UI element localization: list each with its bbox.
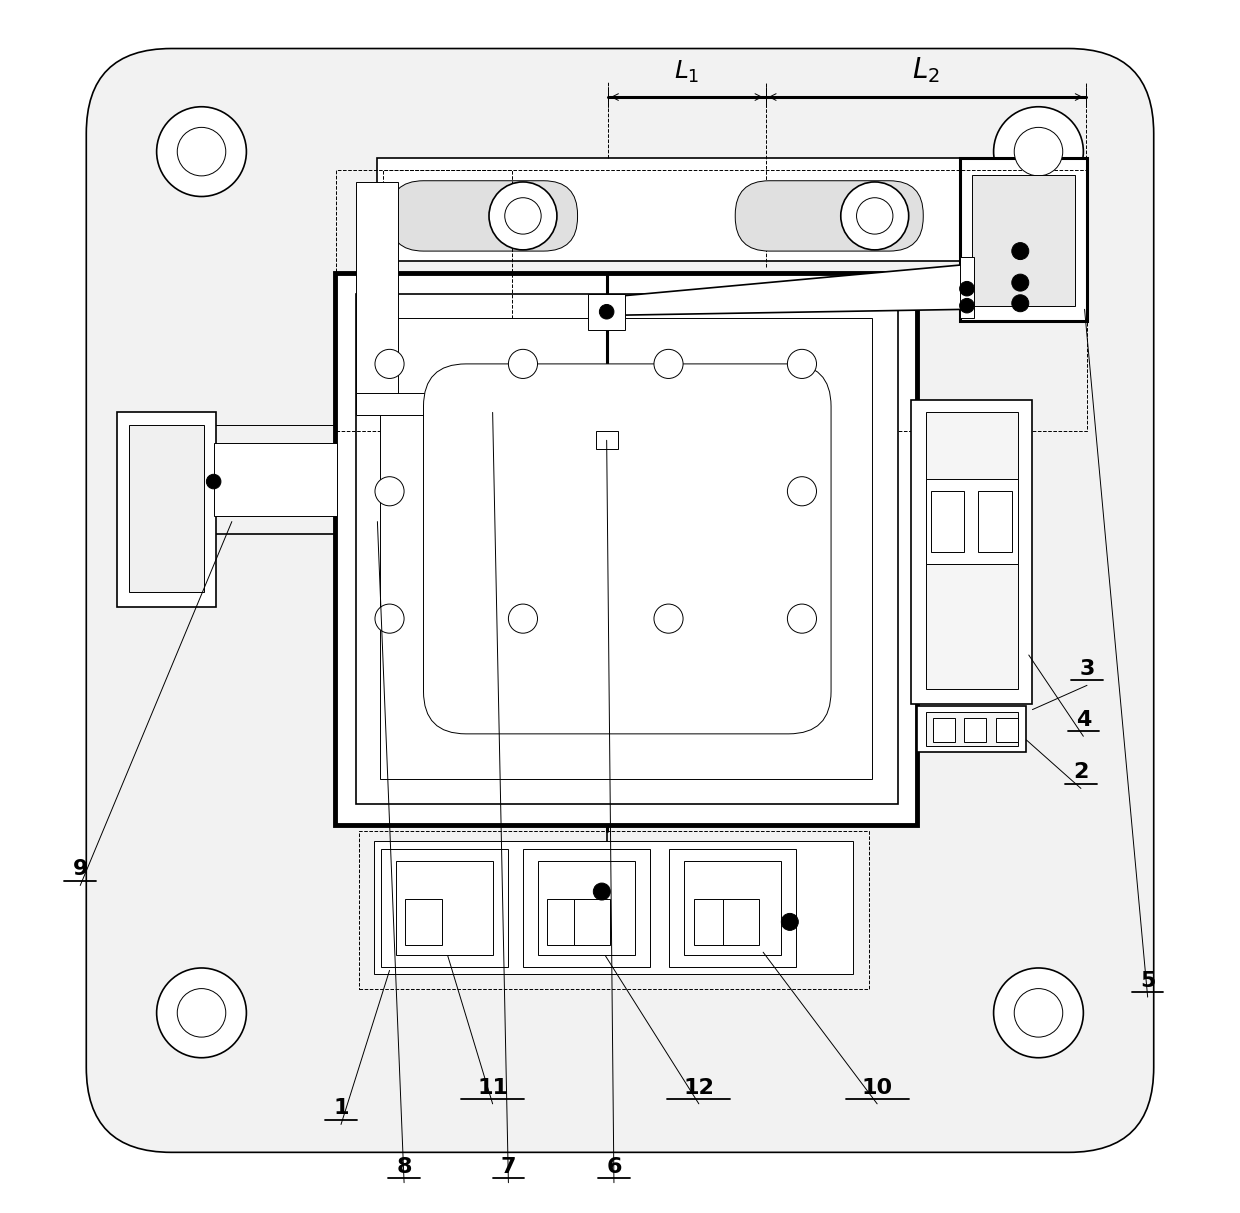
Bar	[918, 706, 1027, 752]
Circle shape	[960, 298, 975, 313]
Bar	[694, 899, 730, 945]
Circle shape	[787, 604, 816, 633]
Text: 4: 4	[1075, 711, 1091, 730]
FancyBboxPatch shape	[389, 181, 578, 251]
Circle shape	[841, 182, 909, 250]
Bar	[595, 431, 618, 449]
Circle shape	[177, 989, 226, 1037]
FancyBboxPatch shape	[424, 364, 831, 734]
Circle shape	[156, 107, 247, 197]
Circle shape	[489, 182, 557, 250]
Bar	[589, 294, 625, 330]
Text: $L_2$: $L_2$	[911, 55, 940, 85]
Circle shape	[508, 604, 537, 633]
Bar	[926, 412, 1018, 689]
Circle shape	[857, 198, 893, 234]
Text: $L_1$: $L_1$	[675, 58, 699, 85]
Circle shape	[1012, 295, 1029, 312]
Bar	[117, 412, 216, 606]
Circle shape	[374, 604, 404, 633]
Circle shape	[960, 281, 975, 296]
Bar	[523, 849, 650, 967]
FancyBboxPatch shape	[735, 181, 924, 251]
Circle shape	[374, 477, 404, 506]
Circle shape	[653, 349, 683, 378]
Circle shape	[653, 604, 683, 633]
Bar	[336, 170, 512, 431]
Circle shape	[206, 474, 221, 489]
Circle shape	[781, 913, 799, 930]
Bar	[356, 294, 898, 804]
Circle shape	[508, 349, 537, 378]
Bar	[356, 182, 398, 412]
Bar	[926, 479, 1018, 564]
Circle shape	[177, 127, 226, 176]
Bar	[996, 718, 1018, 742]
Bar	[574, 899, 610, 945]
Circle shape	[787, 349, 816, 378]
Bar	[396, 861, 492, 955]
Text: 2: 2	[1074, 763, 1089, 782]
Bar	[668, 849, 796, 967]
Bar	[930, 491, 965, 552]
Text: 12: 12	[683, 1078, 714, 1098]
Text: 10: 10	[862, 1078, 893, 1098]
Circle shape	[993, 107, 1084, 197]
Bar	[723, 899, 759, 945]
Bar	[926, 712, 1018, 746]
Bar	[379, 318, 872, 779]
Circle shape	[993, 968, 1084, 1058]
Bar	[960, 158, 1087, 321]
Bar	[381, 849, 508, 967]
Text: 1: 1	[334, 1099, 348, 1118]
Text: 11: 11	[477, 1078, 508, 1098]
Bar	[360, 831, 869, 989]
Circle shape	[599, 304, 614, 319]
Text: 6: 6	[606, 1157, 621, 1177]
Bar	[377, 158, 1050, 261]
Bar	[537, 861, 635, 955]
Bar	[932, 718, 955, 742]
Bar	[960, 257, 975, 318]
Circle shape	[593, 883, 610, 900]
Bar	[335, 273, 918, 825]
Text: 9: 9	[72, 860, 88, 879]
Circle shape	[374, 349, 404, 378]
FancyBboxPatch shape	[87, 49, 1153, 1152]
Bar	[373, 841, 853, 974]
Circle shape	[156, 968, 247, 1058]
Text: 8: 8	[397, 1157, 412, 1177]
Circle shape	[1014, 989, 1063, 1037]
Text: 7: 7	[501, 1157, 516, 1177]
Bar	[405, 899, 441, 945]
Circle shape	[1014, 127, 1063, 176]
Bar	[213, 443, 337, 516]
Bar	[911, 400, 1033, 704]
Bar	[978, 491, 1012, 552]
Text: 5: 5	[1140, 972, 1156, 991]
Circle shape	[787, 477, 816, 506]
Text: 3: 3	[1079, 660, 1095, 679]
Bar	[356, 393, 465, 415]
Bar	[129, 425, 203, 592]
Circle shape	[505, 198, 541, 234]
Bar	[383, 170, 1087, 431]
Bar	[547, 899, 584, 945]
Polygon shape	[608, 264, 967, 315]
Bar	[972, 175, 1075, 306]
Circle shape	[1012, 274, 1029, 291]
Bar	[684, 861, 781, 955]
Circle shape	[1012, 243, 1029, 260]
Bar	[965, 718, 986, 742]
